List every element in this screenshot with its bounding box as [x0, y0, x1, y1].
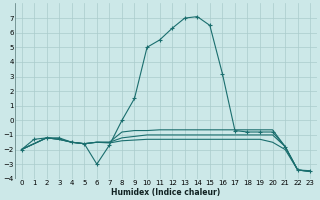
X-axis label: Humidex (Indice chaleur): Humidex (Indice chaleur) [111, 188, 220, 197]
